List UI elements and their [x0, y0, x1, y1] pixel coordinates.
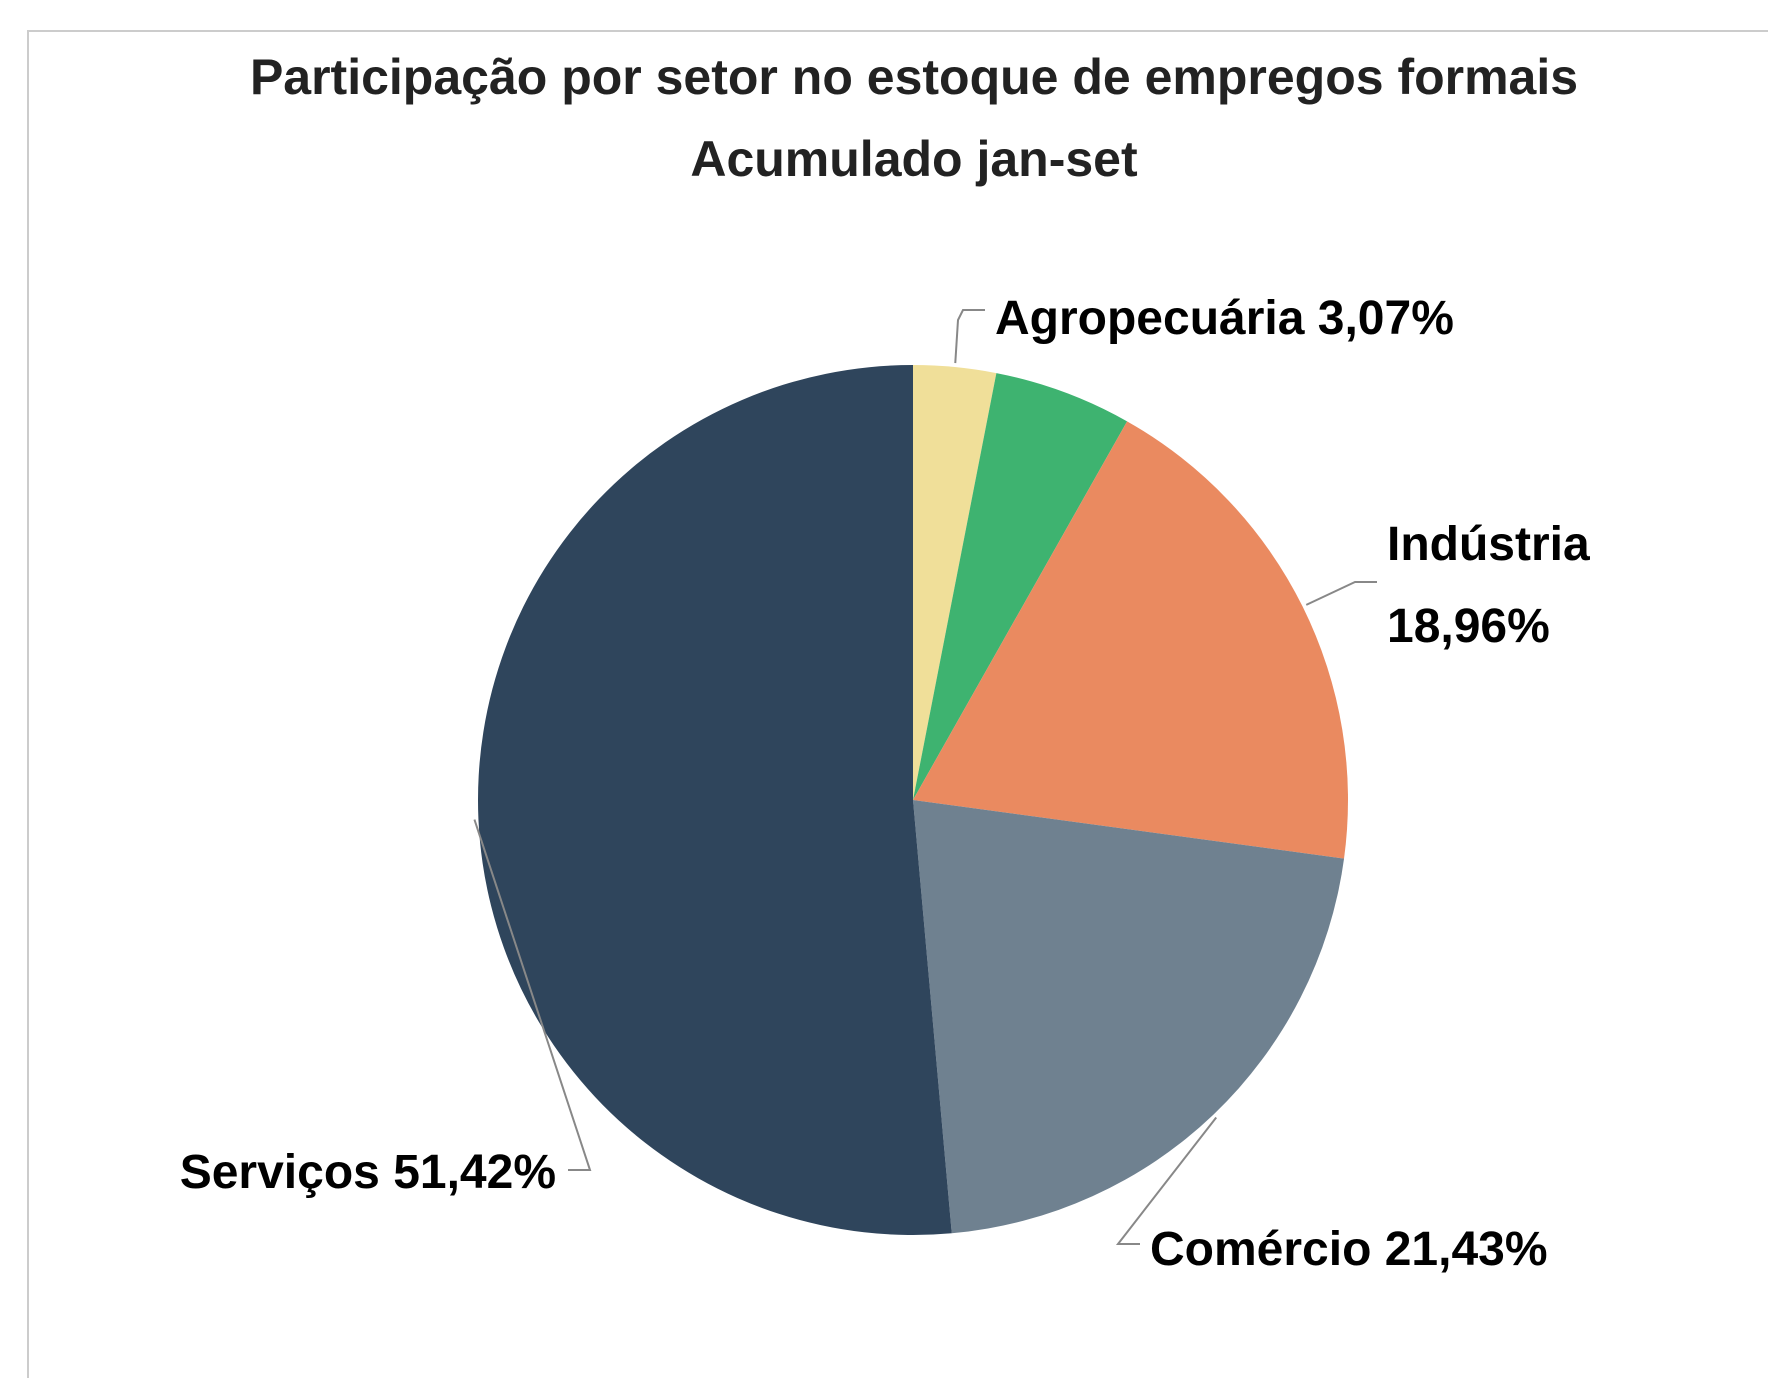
chart-subtitle: Acumulado jan-set — [690, 131, 1138, 187]
leader-line — [954, 309, 985, 364]
value-label: 18,96% — [1387, 600, 1550, 653]
chart-title: Participação por setor no estoque de emp… — [250, 49, 1578, 105]
leader-line — [473, 819, 592, 1171]
data-label: 18,96% — [1387, 600, 1550, 653]
category-label: Comércio — [1150, 1223, 1371, 1276]
leader-line — [1115, 1116, 1218, 1245]
data-label: Serviços 51,42% — [180, 1146, 556, 1199]
category-label: Serviços — [180, 1146, 380, 1199]
value-label: 51,42% — [393, 1146, 556, 1199]
label-space — [1304, 292, 1317, 345]
data-label: Indústria — [1387, 518, 1590, 571]
value-label: 21,43% — [1385, 1223, 1548, 1276]
label-space — [1371, 1223, 1384, 1276]
label-space — [380, 1146, 393, 1199]
category-label: Agropecuária — [995, 292, 1305, 345]
value-label: 3,07% — [1318, 292, 1454, 345]
leader-line — [1305, 581, 1377, 606]
pie-slice — [913, 421, 1348, 859]
pie-slice — [913, 800, 1345, 1234]
data-label: Agropecuária 3,07% — [995, 292, 1454, 345]
pie-slice — [478, 365, 952, 1235]
pie-slice — [913, 373, 1128, 800]
data-label: Comércio 21,43% — [1150, 1223, 1548, 1276]
category-label: Indústria — [1387, 518, 1590, 571]
pie-slice — [913, 365, 997, 800]
